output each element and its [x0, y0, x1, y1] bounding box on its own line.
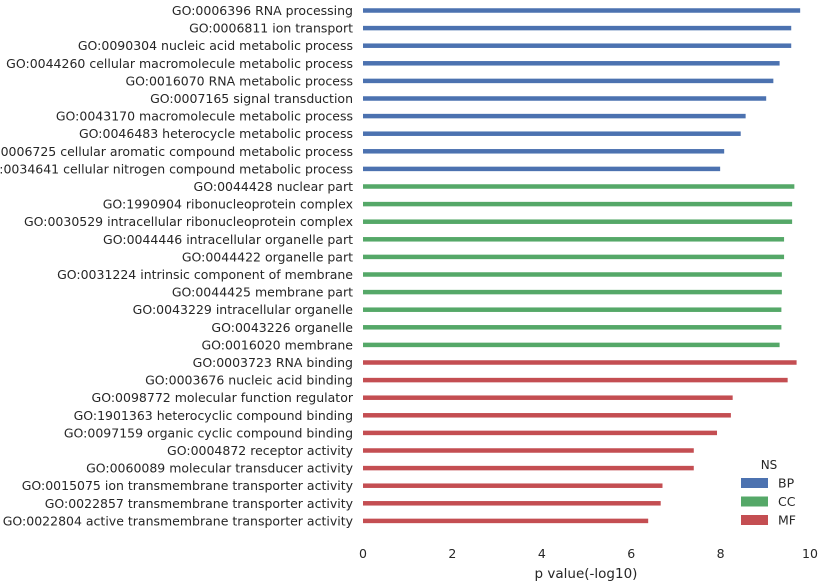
category-label: GO:1990904 ribonucleoprotein complex — [103, 197, 353, 212]
category-label: GO:1901363 heterocyclic compound binding — [74, 408, 353, 423]
bar — [363, 166, 721, 172]
category-label: GO:0006725 cellular aromatic compound me… — [0, 144, 353, 159]
category-label: GO:0044425 membrane part — [172, 285, 353, 300]
x-tick-label: 10 — [802, 546, 818, 561]
x-tick-label: 2 — [448, 546, 456, 561]
bar — [363, 413, 731, 418]
category-label: GO:0031224 intrinsic component of membra… — [57, 267, 353, 282]
x-axis-ticks: 0 2 4 6 8 10 — [359, 546, 818, 561]
category-label: GO:0004872 receptor activity — [167, 443, 354, 458]
bar — [363, 289, 782, 295]
bar — [363, 61, 780, 66]
category-label: GO:0034641 cellular nitrogen compound me… — [0, 161, 353, 176]
category-label: GO:0003676 nucleic acid binding — [145, 373, 353, 388]
x-tick-label: 8 — [717, 546, 725, 561]
bar — [363, 501, 661, 506]
x-tick-label: 6 — [627, 546, 635, 561]
bar — [363, 342, 780, 348]
category-label: GO:0098772 molecular function regulator — [92, 390, 354, 405]
legend: NS BP CC MF — [741, 458, 796, 528]
bar — [363, 395, 733, 400]
bar — [363, 360, 797, 365]
bar — [363, 219, 793, 224]
bars-group — [363, 8, 801, 524]
bar — [363, 43, 792, 48]
bar — [363, 465, 694, 471]
category-label: GO:0043170 macromolecule metabolic proce… — [56, 109, 353, 124]
legend-label: MF — [778, 513, 796, 528]
bar — [363, 430, 718, 436]
bar — [363, 237, 785, 242]
bar — [363, 96, 767, 101]
category-label: GO:0044260 cellular macromolecule metabo… — [6, 56, 353, 71]
category-labels: GO:0006396 RNA processing GO:0006811 ion … — [0, 3, 354, 528]
legend-swatch-cc — [741, 496, 768, 507]
bar — [363, 131, 741, 136]
category-label: GO:0043229 intracellular organelle — [133, 302, 354, 317]
category-label: GO:0016020 membrane — [201, 337, 353, 352]
category-label: GO:0060089 molecular transducer activity — [86, 461, 354, 476]
legend-swatch-mf — [741, 515, 768, 525]
bar — [363, 149, 725, 154]
category-label: GO:0022857 transmembrane transporter act… — [45, 496, 354, 511]
category-label: GO:0006811 ion transport — [189, 21, 353, 36]
legend-title: NS — [761, 458, 778, 472]
legend-swatch-bp — [741, 478, 768, 488]
legend-label: BP — [778, 476, 795, 491]
bar — [363, 254, 785, 260]
category-label: GO:0003723 RNA binding — [193, 355, 353, 370]
bar — [363, 201, 793, 207]
category-label: GO:0006396 RNA processing — [172, 3, 353, 18]
bar — [363, 113, 746, 119]
category-label: GO:0044422 organelle part — [182, 249, 353, 264]
legend-label: CC — [778, 494, 796, 509]
bar — [363, 518, 649, 524]
bar — [363, 448, 694, 453]
bar — [363, 377, 788, 383]
x-tick-label: 4 — [538, 546, 546, 561]
bar — [363, 325, 782, 330]
legend-entries: BP CC MF — [741, 476, 796, 528]
x-tick-label: 0 — [359, 546, 367, 561]
bar — [363, 78, 774, 84]
category-label: GO:0022804 active transmembrane transpor… — [3, 513, 354, 528]
category-label: GO:0097159 organic cyclic compound bindi… — [64, 425, 353, 440]
bar — [363, 272, 782, 277]
bar — [363, 25, 792, 31]
category-label: GO:0016070 RNA metabolic process — [125, 73, 353, 88]
category-label: GO:0030529 intracellular ribonucleoprote… — [24, 214, 353, 229]
bar — [363, 184, 795, 189]
bar — [363, 483, 663, 488]
category-label: GO:0043226 organelle — [211, 320, 353, 335]
x-axis-title: p value(-log10) — [535, 566, 638, 582]
category-label: GO:0046483 heterocycle metabolic process — [79, 126, 353, 141]
category-label: GO:0044428 nuclear part — [194, 179, 354, 194]
category-label: GO:0015075 ion transmembrane transporter… — [22, 478, 354, 493]
bar — [363, 8, 801, 13]
bar — [363, 307, 782, 312]
category-label: GO:0044446 intracellular organelle part — [103, 232, 353, 247]
category-label: GO:0090304 nucleic acid metabolic proces… — [78, 38, 353, 53]
category-label: GO:0007165 signal transduction — [150, 91, 353, 106]
